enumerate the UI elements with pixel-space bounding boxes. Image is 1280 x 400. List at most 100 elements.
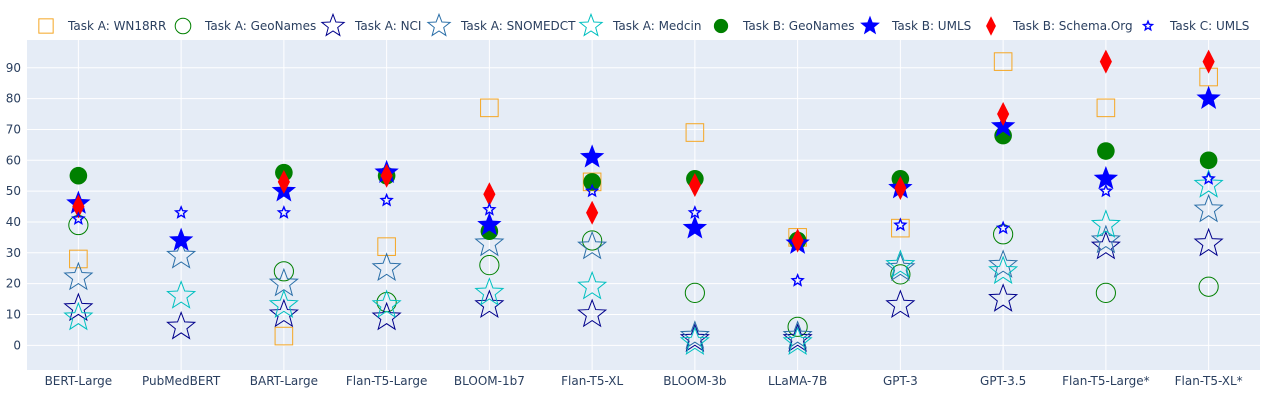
y-tick-label: 10: [6, 307, 21, 321]
data-point: [69, 166, 88, 185]
legend-label: Task B: GeoNames: [742, 19, 854, 33]
y-tick-label: 30: [6, 246, 21, 260]
legend-item[interactable]: Task A: WN18RR: [38, 18, 167, 34]
x-tick-label: LLaMA-7B: [768, 374, 827, 388]
legend-item[interactable]: Task A: SNOMEDCT: [426, 12, 576, 37]
y-tick-label: 90: [6, 61, 21, 75]
data-point: [890, 264, 911, 285]
data-point: [72, 194, 85, 219]
data-point: [268, 289, 299, 319]
y-tick-label: 70: [6, 122, 21, 136]
data-point: [679, 326, 710, 356]
legend-item[interactable]: Task B: GeoNames: [713, 18, 855, 34]
data-point: [379, 192, 394, 207]
data-point: [1199, 151, 1218, 170]
data-points: [63, 49, 1224, 356]
data-point: [583, 173, 601, 191]
data-point: [682, 215, 708, 239]
legend-marker: [860, 15, 880, 35]
data-point: [1198, 276, 1219, 297]
data-point: [479, 255, 500, 276]
data-point: [276, 205, 292, 219]
data-point: [483, 182, 496, 207]
legend-label: Task C: UMLS: [1169, 19, 1249, 33]
x-tick-label: BLOOM-3b: [663, 374, 726, 388]
x-tick-label: Flan-T5-Large*: [1062, 374, 1149, 388]
legend-marker: [38, 18, 54, 34]
data-point: [71, 211, 86, 226]
x-axis-ticks: BERT-Large PubMedBERT BART-Large Flan-T5-La…: [45, 374, 1243, 388]
data-point: [377, 237, 396, 256]
y-tick-label: 40: [6, 215, 21, 229]
data-point: [274, 326, 294, 346]
y-tick-label: 80: [6, 92, 21, 106]
data-point: [577, 270, 608, 300]
data-point: [684, 282, 705, 303]
plot-background: [27, 40, 1260, 370]
legend-marker: [426, 12, 452, 37]
legend-item[interactable]: Task A: NCI: [320, 12, 422, 37]
data-point: [69, 249, 88, 269]
data-point: [586, 200, 599, 225]
data-point: [474, 227, 505, 257]
data-point: [988, 283, 1019, 312]
data-point: [1099, 49, 1112, 74]
data-point: [1193, 227, 1224, 257]
data-point: [791, 228, 804, 253]
data-point: [997, 102, 1010, 127]
data-point: [988, 255, 1019, 285]
legend-item[interactable]: Task B: UMLS: [860, 15, 971, 35]
data-point: [577, 298, 608, 328]
data-point: [579, 144, 605, 168]
data-point: [894, 176, 907, 201]
legend[interactable]: Task A: WN18RR Task A: GeoNames Task A: NC…: [38, 12, 1250, 37]
data-point: [268, 298, 299, 328]
y-tick-label: 0: [13, 338, 21, 352]
x-tick-label: BLOOM-1b7: [454, 374, 525, 388]
data-point: [1090, 230, 1121, 260]
data-point: [1193, 193, 1224, 223]
data-point: [371, 301, 402, 331]
y-axis-ticks: 0 10 20 30 40 50 60 70 80 90: [6, 61, 21, 353]
data-point: [688, 172, 701, 197]
data-point: [1090, 209, 1121, 238]
data-point: [482, 202, 497, 216]
data-point: [63, 261, 94, 291]
data-point: [1202, 49, 1215, 74]
data-point: [685, 123, 705, 142]
data-point: [166, 311, 197, 340]
data-point: [474, 277, 505, 306]
x-tick-label: PubMedBERT: [142, 374, 221, 388]
x-tick-label: GPT-3.5: [980, 374, 1026, 388]
data-point: [893, 217, 908, 232]
legend-label: Task A: GeoNames: [204, 19, 316, 33]
data-point: [782, 326, 813, 356]
grid-lines: [27, 40, 1260, 370]
legend-label: Task B: Schema.Org: [1012, 19, 1133, 33]
x-tick-label: GPT-3: [883, 374, 918, 388]
data-point: [1093, 165, 1119, 190]
data-point: [993, 52, 1013, 71]
legend-item[interactable]: Task C: UMLS: [1141, 19, 1250, 33]
data-point: [380, 163, 393, 188]
legend-marker: [713, 18, 729, 34]
legend-label: Task B: UMLS: [891, 19, 971, 33]
data-point: [1095, 282, 1116, 303]
data-point: [1196, 85, 1221, 109]
data-point: [166, 240, 197, 269]
legend-item[interactable]: Task A: Medcin: [578, 12, 702, 37]
legend-label: Task A: WN18RR: [67, 19, 166, 33]
legend-item[interactable]: Task B: Schema.Org: [986, 16, 1133, 36]
data-point: [1096, 98, 1116, 118]
data-point: [63, 301, 94, 331]
x-tick-label: Flan-T5-Large: [346, 374, 427, 388]
data-point: [1097, 142, 1115, 160]
data-point: [995, 220, 1011, 235]
legend-marker: [174, 17, 192, 35]
data-point: [474, 289, 505, 319]
data-point: [173, 205, 189, 219]
legend-item[interactable]: Task A: GeoNames: [174, 17, 316, 35]
data-point: [1201, 171, 1216, 185]
y-tick-label: 60: [6, 153, 21, 167]
x-tick-label: Flan-T5-XL*: [1175, 374, 1243, 388]
